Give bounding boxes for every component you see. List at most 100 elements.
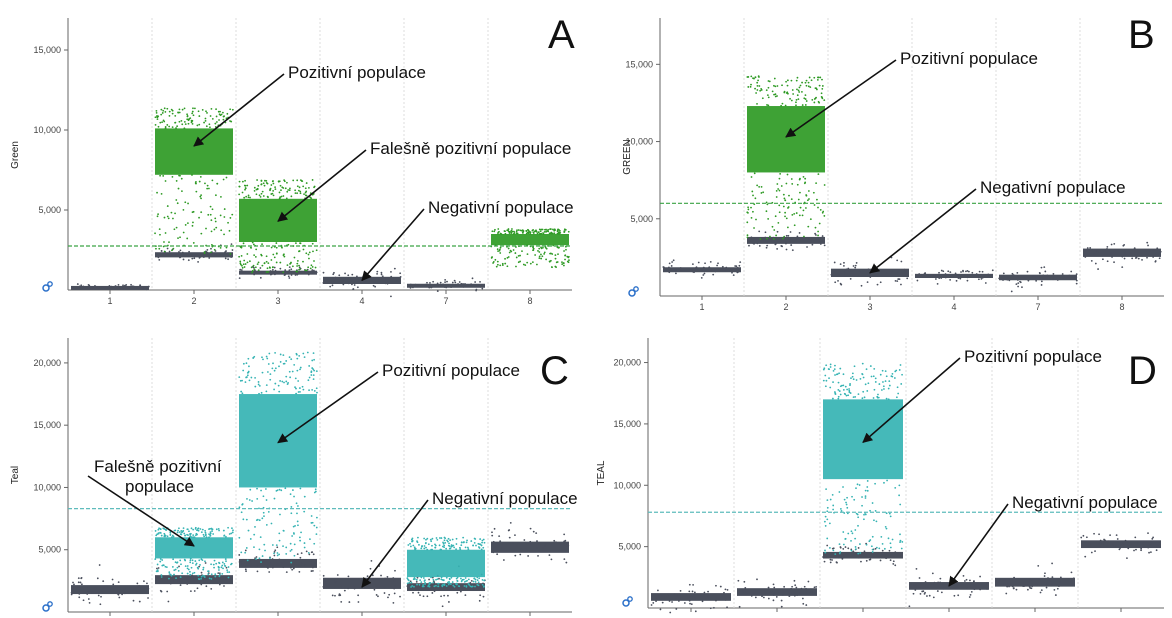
positive-droplet (479, 538, 482, 540)
negative-droplet (673, 593, 676, 596)
negative-droplet (919, 592, 922, 595)
positive-droplet (168, 577, 170, 580)
positive-droplet (191, 122, 194, 125)
negative-droplet (918, 587, 921, 589)
y-tick-label: 5,000 (38, 545, 61, 555)
negative-droplet (132, 285, 135, 288)
positive-droplet (208, 123, 211, 126)
positive-droplet (856, 513, 859, 516)
positive-droplet (187, 568, 190, 571)
positive-droplet (452, 584, 455, 587)
positive-droplet (312, 378, 315, 381)
positive-droplet (170, 574, 173, 577)
positive-droplet (798, 214, 801, 217)
positive-droplet (172, 247, 175, 250)
negative-droplet (800, 587, 803, 590)
negative-droplet (1094, 262, 1097, 265)
positive-droplet (755, 218, 757, 221)
negative-droplet (473, 583, 475, 586)
annotation-arrow (87, 475, 195, 547)
settings-icon[interactable] (42, 281, 53, 292)
positive-droplet (436, 578, 439, 581)
negative-droplet (844, 275, 847, 277)
negative-droplet (727, 270, 730, 273)
positive-droplet (805, 194, 808, 196)
positive-droplet (180, 533, 183, 536)
positive-droplet (200, 577, 202, 580)
negative-droplet (508, 536, 511, 539)
positive-droplet (879, 373, 882, 376)
well-3-droplets (830, 256, 909, 287)
positive-droplet (428, 585, 431, 588)
positive-droplet (791, 183, 794, 185)
negative-droplet (1047, 577, 1049, 579)
negative-droplet (1052, 278, 1054, 281)
positive-droplet (787, 207, 789, 209)
positive-droplet (191, 174, 193, 176)
positive-droplet (850, 377, 852, 380)
negative-droplet (273, 550, 276, 553)
negative-droplet (252, 266, 255, 269)
positive-droplet (178, 531, 181, 533)
positive-droplet (238, 506, 241, 509)
negative-droplet (1105, 542, 1108, 545)
positive-droplet (428, 583, 431, 586)
negative-droplet (130, 283, 132, 286)
negative-droplet (254, 271, 257, 273)
negative-droplet (715, 599, 717, 602)
positive-droplet (899, 533, 901, 536)
negative-droplet (1044, 275, 1047, 277)
positive-droplet (299, 190, 302, 193)
negative-droplet (453, 279, 456, 282)
positive-droplet (883, 547, 886, 550)
positive-droplet (186, 118, 189, 121)
positive-droplet (446, 539, 448, 542)
negative-droplet (944, 273, 947, 275)
negative-droplet (783, 585, 786, 588)
settings-icon[interactable] (628, 286, 639, 297)
negative-droplet (949, 279, 952, 281)
negative-droplet (312, 553, 315, 556)
positive-droplet (797, 89, 800, 92)
negative-droplet (147, 285, 150, 288)
positive-droplet (305, 194, 308, 197)
positive-droplet (874, 377, 877, 380)
positive-droplet (855, 487, 857, 490)
settings-icon[interactable] (42, 601, 53, 612)
positive-droplet (857, 516, 860, 519)
negative-droplet (530, 542, 532, 545)
positive-droplet (275, 261, 278, 264)
positive-droplet (870, 545, 873, 548)
positive-droplet (538, 255, 541, 258)
positive-droplet (474, 581, 477, 583)
positive-droplet (784, 199, 787, 202)
negative-droplet (737, 270, 740, 273)
positive-droplet (238, 185, 241, 188)
positive-droplet (878, 547, 881, 550)
positive-droplet (430, 540, 433, 543)
negative-droplet (109, 287, 112, 290)
negative-droplet (305, 550, 308, 553)
negative-droplet (1123, 250, 1126, 253)
negative-droplet (1121, 254, 1123, 257)
positive-droplet (426, 548, 429, 551)
negative-droplet (426, 587, 429, 590)
settings-icon[interactable] (622, 596, 633, 607)
negative-droplet (1024, 275, 1027, 278)
negative-droplet (935, 274, 938, 277)
positive-droplet (298, 250, 301, 252)
negative-droplet (788, 588, 790, 591)
negative-droplet (224, 578, 227, 581)
positive-droplet (273, 497, 276, 500)
positive-droplet (465, 541, 468, 544)
positive-droplet (778, 177, 781, 180)
positive-droplet (250, 376, 253, 379)
negative-droplet (772, 599, 775, 602)
y-tick-label: 15,000 (33, 420, 61, 430)
positive-droplet (882, 381, 884, 383)
positive-droplet (214, 575, 217, 578)
positive-droplet (757, 79, 759, 82)
positive-droplet (230, 563, 232, 566)
positive-droplet (787, 92, 789, 95)
